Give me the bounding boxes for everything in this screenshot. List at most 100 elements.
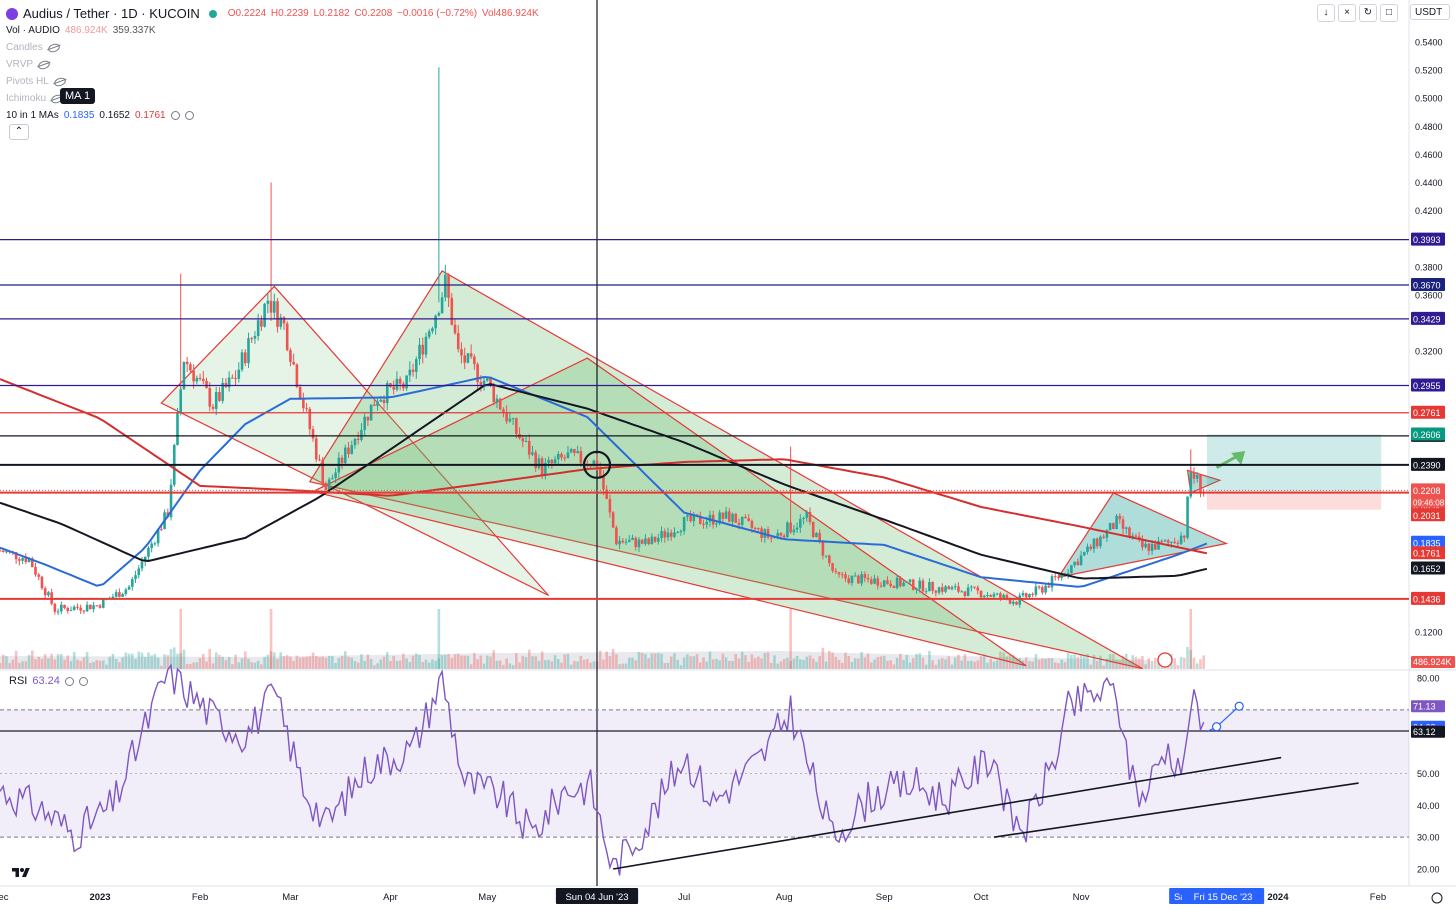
refresh-icon[interactable]: ↻	[1359, 4, 1377, 22]
candle-2023-08-02[interactable]	[786, 522, 789, 538]
candle-2023-07-01[interactable]	[682, 517, 686, 532]
arrow-head-icon[interactable]	[1231, 451, 1246, 465]
candle-2022-12-31[interactable]	[95, 605, 99, 607]
candle-2023-05-29[interactable]	[576, 451, 579, 453]
candle-2023-02-11[interactable]	[231, 377, 234, 379]
rsi-trendline[interactable]	[613, 756, 1282, 870]
candle-2023-01-14[interactable]	[140, 561, 144, 569]
collapse-legend-button[interactable]: ⌃	[9, 124, 29, 140]
candle-2023-05-09[interactable]	[511, 418, 515, 420]
candle-2023-08-17[interactable]	[834, 570, 838, 572]
candle-2023-09-11[interactable]	[915, 588, 918, 590]
candle-2022-12-20[interactable]	[60, 604, 63, 612]
candle-2023-06-06[interactable]	[602, 476, 605, 490]
candle-2022-12-23[interactable]	[69, 610, 73, 612]
candle-2023-06-17[interactable]	[637, 539, 641, 548]
candle-2023-04-18[interactable]	[444, 274, 447, 298]
candle-2023-07-04[interactable]	[692, 514, 696, 522]
candle-2023-01-06[interactable]	[114, 592, 118, 597]
candle-2023-09-17[interactable]	[934, 590, 938, 593]
candle-2023-11-15[interactable]	[1124, 527, 1128, 529]
candle-2023-08-19[interactable]	[840, 574, 844, 576]
symbol-icon[interactable]	[6, 7, 18, 20]
candle-2023-12-06[interactable]	[1192, 472, 1196, 479]
candle-2023-08-30[interactable]	[876, 578, 880, 586]
candle-2023-04-24[interactable]	[463, 355, 466, 363]
candle-2023-04-23[interactable]	[460, 349, 463, 356]
candle-2023-11-14[interactable]	[1121, 519, 1125, 529]
candle-2023-05-20[interactable]	[547, 459, 550, 463]
candle-2023-07-21[interactable]	[747, 518, 750, 521]
candle-2022-12-08[interactable]	[21, 558, 24, 561]
candle-2023-01-23[interactable]	[169, 484, 173, 518]
ma-black-line[interactable]	[0, 383, 1208, 580]
candle-2023-09-30[interactable]	[976, 587, 980, 591]
candle-2023-09-26[interactable]	[963, 591, 967, 597]
candle-2023-10-01[interactable]	[979, 590, 983, 598]
candle-2023-03-25[interactable]	[366, 416, 370, 421]
candle-2023-09-14[interactable]	[924, 591, 928, 593]
candle-2023-02-24[interactable]	[273, 301, 276, 313]
candle-2023-08-08[interactable]	[805, 511, 809, 518]
candle-2023-11-28[interactable]	[1166, 540, 1170, 543]
candle-2023-02-20[interactable]	[260, 320, 263, 327]
candle-2023-09-19[interactable]	[941, 587, 944, 592]
candle-2023-04-07[interactable]	[408, 369, 412, 376]
settings-gear-icon[interactable]	[1431, 892, 1443, 904]
candle-2023-06-11[interactable]	[618, 540, 621, 545]
candle-2023-06-25[interactable]	[663, 531, 667, 538]
candle-2023-06-23[interactable]	[657, 538, 660, 542]
tradingview-logo-icon[interactable]	[8, 866, 34, 880]
collapse-icon[interactable]: ×	[1338, 4, 1356, 22]
candle-2023-03-12[interactable]	[324, 483, 328, 491]
candle-2023-01-15[interactable]	[143, 556, 147, 562]
hidden-eye-icon[interactable]	[52, 75, 67, 88]
candle-2022-12-24[interactable]	[72, 606, 76, 611]
hidden-eye-icon[interactable]	[37, 58, 52, 71]
candle-2023-02-16[interactable]	[247, 338, 250, 364]
candle-2023-05-23[interactable]	[556, 453, 560, 460]
candle-2022-12-12[interactable]	[34, 567, 37, 575]
rsi-projection-point[interactable]	[1212, 722, 1222, 732]
candle-2023-11-18[interactable]	[1134, 535, 1138, 537]
candle-2023-01-26[interactable]	[179, 389, 183, 413]
candle-2023-02-23[interactable]	[269, 300, 273, 313]
candle-2023-11-09[interactable]	[1105, 530, 1109, 538]
candle-2023-06-05[interactable]	[598, 467, 602, 477]
candle-2023-08-28[interactable]	[870, 579, 873, 584]
candle-2023-03-22[interactable]	[356, 438, 360, 440]
candle-2022-12-03[interactable]	[5, 551, 8, 553]
candle-2023-11-22[interactable]	[1147, 543, 1151, 551]
candle-2022-12-11[interactable]	[30, 558, 34, 568]
event-marker-icon[interactable]	[1157, 652, 1173, 668]
candle-2023-09-18[interactable]	[937, 587, 941, 593]
candle-2023-02-26[interactable]	[279, 317, 283, 327]
candle-2022-12-27[interactable]	[82, 610, 86, 612]
candle-2023-01-05[interactable]	[111, 596, 115, 599]
candle-2023-08-06[interactable]	[799, 518, 802, 528]
candle-2023-01-09[interactable]	[124, 589, 128, 594]
candle-2023-03-28[interactable]	[376, 401, 379, 406]
candle-2023-10-07[interactable]	[999, 593, 1002, 598]
candle-2023-08-31[interactable]	[879, 585, 883, 587]
candle-2023-02-01[interactable]	[198, 377, 202, 379]
candle-2023-09-05[interactable]	[895, 577, 899, 589]
candle-2023-06-22[interactable]	[653, 536, 657, 542]
candle-2023-08-27[interactable]	[866, 578, 870, 580]
candle-2023-11-06[interactable]	[1095, 538, 1099, 547]
candle-2023-06-09[interactable]	[611, 512, 615, 528]
ma-blue-line[interactable]	[0, 375, 1208, 588]
candle-2023-03-01[interactable]	[289, 350, 292, 362]
candle-2023-11-17[interactable]	[1131, 535, 1134, 537]
candle-2023-08-26[interactable]	[863, 574, 867, 579]
candle-2023-11-02[interactable]	[1082, 552, 1086, 556]
candle-2023-05-14[interactable]	[527, 440, 531, 455]
candle-2023-03-02[interactable]	[292, 361, 295, 365]
volume-row[interactable]: Vol · AUDIO 486.924K 359.337K	[6, 22, 541, 39]
candle-2023-06-03[interactable]	[592, 460, 596, 467]
candle-2023-02-06[interactable]	[214, 392, 218, 409]
candle-2023-07-07[interactable]	[702, 523, 705, 525]
candle-2023-09-03[interactable]	[889, 583, 892, 587]
candle-2023-09-06[interactable]	[899, 577, 902, 587]
candle-2022-12-09[interactable]	[24, 558, 28, 563]
